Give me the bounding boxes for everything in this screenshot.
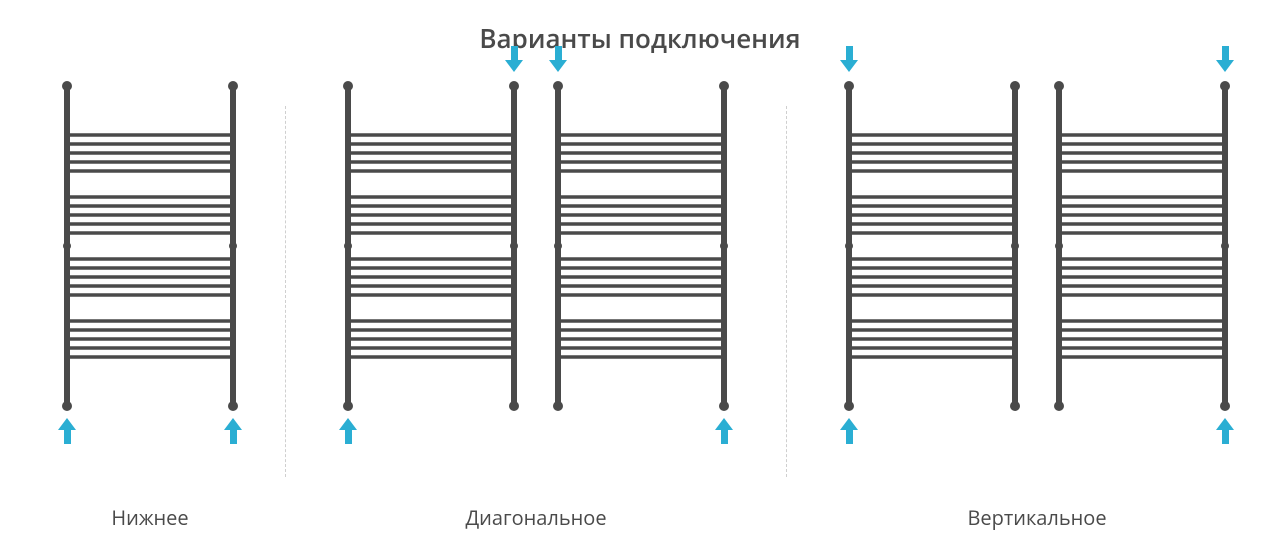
radiator	[60, 76, 240, 416]
radiator	[1052, 76, 1232, 416]
diagram-container: Варианты подключения Нижнее Диагональное В…	[0, 0, 1280, 557]
radiator-icon	[60, 76, 240, 416]
panel-caption: Нижнее	[111, 504, 188, 537]
radiator	[842, 76, 1022, 416]
arrow-up-icon	[839, 418, 859, 446]
radiator-group	[60, 76, 240, 416]
arrow-up-icon	[714, 418, 734, 446]
radiator-icon	[842, 76, 1022, 416]
arrow-down-icon	[548, 46, 568, 74]
radiator-icon	[1052, 76, 1232, 416]
arrow-down-icon	[839, 46, 859, 74]
panel-bottom: Нижнее	[30, 66, 270, 537]
panel-diagonal: Диагональное	[301, 66, 771, 537]
arrow-down-icon	[1215, 46, 1235, 74]
arrow-up-icon	[1215, 418, 1235, 446]
panel-caption: Диагональное	[465, 504, 606, 537]
diagram-title: Варианты подключения	[0, 0, 1280, 66]
radiator-group	[341, 76, 731, 416]
panel-divider	[285, 106, 286, 477]
arrow-down-icon	[504, 46, 524, 74]
radiator	[551, 76, 731, 416]
radiator-icon	[341, 76, 521, 416]
panel-divider	[786, 106, 787, 477]
radiator-group	[842, 76, 1232, 416]
arrow-up-icon	[57, 418, 77, 446]
panel-caption: Вертикальное	[967, 504, 1106, 537]
radiator	[341, 76, 521, 416]
panel-vertical: Вертикальное	[802, 66, 1272, 537]
arrow-up-icon	[338, 418, 358, 446]
arrow-up-icon	[223, 418, 243, 446]
radiator-icon	[551, 76, 731, 416]
panels-row: Нижнее Диагональное Вертикальное	[0, 66, 1280, 557]
